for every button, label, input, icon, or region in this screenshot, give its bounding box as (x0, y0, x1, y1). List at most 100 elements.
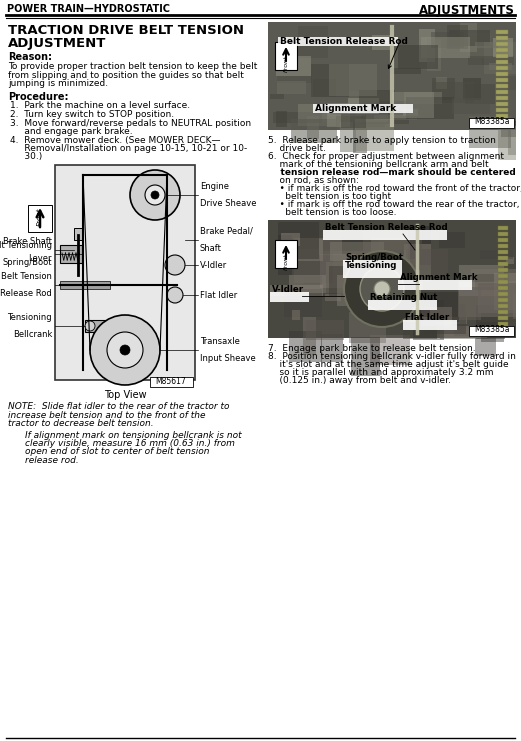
Bar (496, 114, 508, 118)
Bar (298, 26, 328, 58)
Bar (505, 257, 514, 264)
Text: it's slot and at the same time adjust it's belt guide: it's slot and at the same time adjust it… (268, 360, 508, 369)
Text: Flat Idler: Flat Idler (200, 290, 237, 299)
Bar (356, 296, 399, 303)
Bar (311, 64, 349, 97)
Bar (496, 72, 508, 76)
Bar (340, 122, 356, 152)
Bar (402, 282, 413, 309)
Bar (268, 22, 516, 130)
Bar (150, 377, 193, 387)
Bar (370, 293, 417, 322)
Bar (475, 334, 495, 356)
Bar (463, 78, 481, 100)
Bar (508, 124, 516, 156)
Text: tractor to decrease belt tension.: tractor to decrease belt tension. (8, 419, 154, 428)
Text: Spring/Boot: Spring/Boot (345, 253, 403, 262)
Bar (85, 320, 125, 332)
Text: ADJUSTMENT: ADJUSTMENT (8, 37, 106, 50)
Bar (386, 259, 415, 267)
Bar (403, 320, 457, 330)
Bar (419, 29, 436, 62)
Bar (496, 48, 508, 52)
Text: Belt Tension: Belt Tension (1, 272, 52, 281)
Bar (469, 326, 514, 336)
Bar (349, 91, 388, 122)
Bar (496, 60, 508, 64)
Bar (447, 24, 468, 49)
Bar (459, 265, 504, 287)
Bar (421, 292, 460, 322)
Bar (320, 254, 356, 288)
Bar (341, 114, 366, 128)
Bar (276, 56, 311, 76)
Text: ADJUSTMENTS: ADJUSTMENTS (419, 4, 515, 17)
Text: drive belt.: drive belt. (268, 144, 326, 153)
Text: POWER TRAIN—HYDROSTATIC: POWER TRAIN—HYDROSTATIC (7, 4, 170, 14)
Text: 1.  Park the machine on a level surface.: 1. Park the machine on a level surface. (10, 102, 190, 110)
Bar (498, 328, 508, 332)
Bar (363, 270, 406, 302)
Bar (458, 282, 516, 316)
Bar (348, 98, 379, 114)
Text: M83385a: M83385a (474, 118, 510, 127)
Bar (449, 30, 490, 46)
Bar (460, 22, 477, 52)
Bar (371, 238, 410, 269)
Bar (420, 37, 470, 58)
Bar (381, 268, 391, 293)
Bar (496, 30, 508, 34)
Bar (404, 244, 431, 281)
Bar (459, 282, 506, 296)
Bar (284, 289, 321, 317)
Text: belt tension is too tight: belt tension is too tight (268, 192, 391, 201)
Text: Front: Front (283, 253, 289, 270)
Bar (498, 244, 508, 248)
Bar (289, 331, 321, 362)
Bar (498, 292, 508, 296)
Text: Spring/Boot: Spring/Boot (3, 258, 52, 267)
Text: Top View: Top View (104, 390, 146, 400)
Bar (452, 98, 490, 113)
Bar (270, 292, 309, 302)
Circle shape (107, 332, 143, 368)
Text: mark of the tensioning bellcrank arm and belt: mark of the tensioning bellcrank arm and… (268, 160, 489, 169)
Bar (489, 62, 512, 70)
Bar (478, 281, 516, 313)
Bar (368, 300, 437, 310)
Bar (437, 326, 487, 339)
Bar (294, 239, 323, 261)
Text: Tensioning: Tensioning (345, 261, 398, 270)
Bar (327, 102, 350, 127)
Bar (471, 269, 516, 285)
Bar (498, 226, 508, 230)
Bar (475, 42, 498, 48)
Text: Tensioning: Tensioning (7, 313, 52, 322)
Text: Alignment Mark: Alignment Mark (400, 273, 478, 282)
Bar (498, 268, 508, 272)
Bar (496, 66, 508, 70)
Bar (480, 250, 513, 259)
Text: clearly visible, measure 16 mm (0.63 in.) from: clearly visible, measure 16 mm (0.63 in.… (25, 439, 235, 448)
Bar (404, 93, 442, 104)
Bar (278, 222, 319, 259)
Bar (276, 111, 287, 127)
Bar (498, 304, 508, 308)
Text: belt tension is too loose.: belt tension is too loose. (268, 208, 396, 217)
Bar (493, 38, 513, 57)
Bar (277, 81, 305, 94)
Text: release rod.: release rod. (25, 456, 79, 465)
Text: Transaxle: Transaxle (200, 337, 240, 346)
Bar (498, 286, 508, 290)
Text: M85617: M85617 (156, 377, 187, 387)
Bar (498, 310, 508, 314)
Bar (439, 232, 465, 247)
Bar (498, 256, 508, 260)
Bar (465, 84, 495, 104)
Bar (435, 317, 467, 324)
Bar (498, 280, 508, 284)
Text: 6.  Check for proper adjustment between alignment: 6. Check for proper adjustment between a… (268, 152, 504, 161)
Text: Front: Front (283, 56, 289, 72)
Text: on rod, as shown:: on rod, as shown: (268, 176, 359, 185)
Bar (469, 118, 514, 128)
